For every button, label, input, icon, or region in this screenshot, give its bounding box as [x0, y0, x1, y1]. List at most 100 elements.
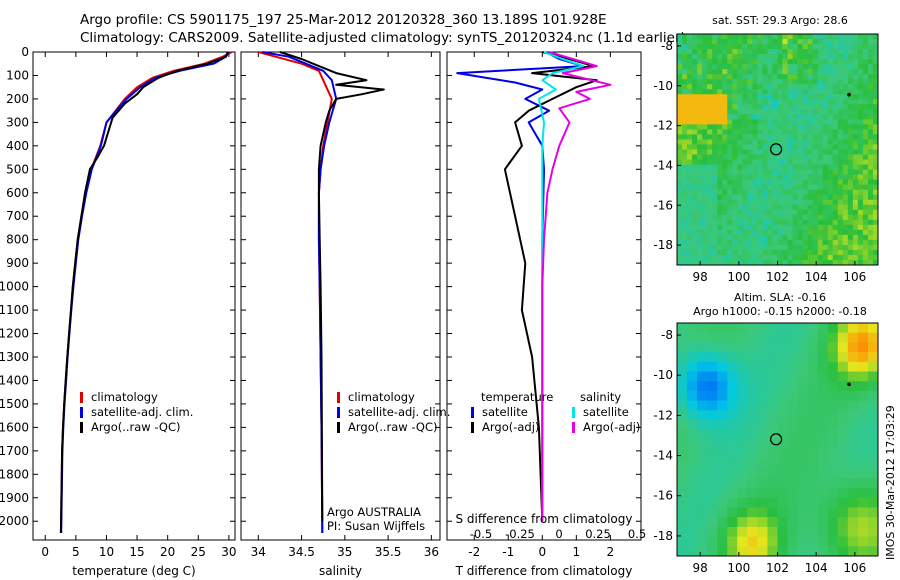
map-cell — [702, 229, 708, 236]
map-cell — [867, 124, 874, 130]
map-cell — [817, 390, 829, 402]
map-cell — [687, 134, 693, 140]
map-cell — [842, 59, 849, 65]
map-cell — [787, 214, 794, 221]
map-cell — [742, 144, 748, 150]
map-cell — [742, 54, 748, 60]
map-cell — [787, 199, 794, 206]
map-cell — [707, 361, 718, 373]
map-cell — [792, 209, 799, 216]
map-cell — [762, 114, 768, 120]
map-cell — [797, 79, 804, 85]
map-cell — [717, 194, 723, 201]
map-cell — [867, 64, 874, 70]
map-cell — [787, 84, 794, 90]
series-line — [541, 51, 612, 522]
map-cell — [777, 169, 784, 176]
map-cell — [792, 44, 799, 50]
map-cell — [677, 49, 683, 55]
map-cell — [697, 134, 703, 140]
map-cell — [862, 109, 869, 115]
map-cell — [722, 84, 728, 90]
map-cell — [787, 381, 799, 392]
map-cell — [722, 59, 728, 65]
map-cell — [872, 49, 879, 55]
map-cell — [852, 244, 859, 251]
map-cell — [872, 194, 879, 201]
map-cell — [827, 526, 839, 538]
map-cell — [827, 169, 834, 176]
map-cell — [737, 323, 748, 334]
map-cell — [687, 332, 698, 343]
map-cell — [717, 144, 723, 150]
map-cell — [717, 468, 728, 479]
map-cell — [807, 439, 819, 450]
map-cell — [872, 124, 879, 130]
map-cell — [832, 119, 839, 125]
map-cell — [772, 204, 779, 211]
map-cell — [867, 99, 874, 105]
map-cell — [757, 199, 763, 206]
map-cell — [797, 139, 804, 145]
map-cell — [817, 119, 824, 125]
map-cell — [837, 189, 844, 196]
map-cell — [847, 179, 854, 186]
map-cell — [797, 119, 804, 125]
map-cell — [687, 44, 693, 50]
map-cell — [817, 488, 829, 499]
x-tick-label: 35.5 — [375, 545, 402, 559]
map-cell — [722, 129, 728, 135]
map-cell — [842, 129, 849, 135]
map-cell — [812, 214, 819, 221]
map-cell — [842, 174, 849, 181]
map-cell — [732, 169, 738, 176]
map-y-tick-label: -14 — [653, 449, 673, 463]
map-cell — [712, 134, 718, 140]
map-cell — [827, 59, 834, 65]
map-cell — [832, 94, 839, 100]
map-cell — [847, 352, 859, 363]
map-cell — [747, 49, 753, 55]
map-cell — [692, 34, 698, 40]
map-cell — [677, 114, 683, 120]
map-cell — [792, 54, 799, 60]
map-cell — [747, 64, 753, 70]
map-cell — [732, 159, 738, 166]
map-cell — [862, 249, 869, 256]
map-cell — [857, 361, 869, 373]
map-cell — [787, 74, 794, 80]
map-cell — [807, 134, 814, 140]
map-cell — [742, 209, 748, 216]
map-cell — [817, 536, 829, 547]
map-cell — [862, 174, 869, 181]
map-cell — [727, 69, 733, 75]
map-cell — [857, 134, 864, 140]
map-cell — [742, 204, 748, 211]
map-cell — [717, 189, 723, 196]
map-cell — [727, 94, 733, 100]
map-cell — [777, 254, 784, 261]
map-cell — [697, 224, 703, 231]
map-cell — [727, 49, 733, 55]
map-cell — [772, 69, 779, 75]
map-cell — [867, 323, 879, 334]
map-cell — [692, 169, 698, 176]
map-cell — [797, 234, 804, 241]
map-cell — [682, 44, 688, 50]
map-cell — [787, 249, 794, 256]
map-cell — [727, 129, 733, 135]
map-cell — [872, 69, 879, 75]
map-cell — [862, 219, 869, 226]
map-cell — [697, 536, 708, 547]
map-cell — [767, 400, 778, 411]
map-cell — [697, 439, 708, 450]
map-cell — [857, 154, 864, 161]
map-cell — [807, 259, 814, 266]
map-cell — [727, 174, 733, 181]
map-cell — [767, 478, 778, 489]
map-cell — [827, 390, 839, 402]
map-cell — [787, 352, 799, 363]
map-cell — [752, 179, 758, 186]
map-cell — [837, 99, 844, 105]
map-cell — [747, 244, 753, 251]
